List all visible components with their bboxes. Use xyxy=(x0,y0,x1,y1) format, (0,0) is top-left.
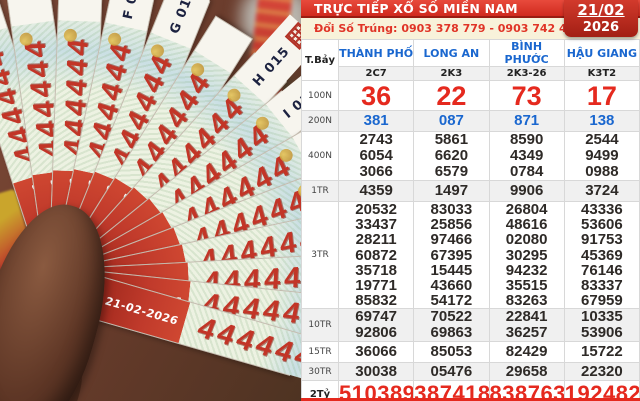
result-cell: 36066 xyxy=(337,341,415,364)
prize-label: 100N xyxy=(301,80,339,111)
result-cell: 82429 xyxy=(488,341,565,364)
prize-row-15TR: 15TR 36066 85053 82429 15722 xyxy=(301,341,640,364)
result-cell: 387418 xyxy=(413,380,490,401)
ticket-end xyxy=(58,0,105,22)
prize-label: 10TR xyxy=(301,308,339,343)
prize-row-3TR: 3TR 20532 33437 28211 60872 35718 19771 85832 83… xyxy=(301,200,640,310)
result-cell: 4359 xyxy=(337,180,415,202)
prize-label: 30TR xyxy=(301,362,339,382)
prize-label: 200N xyxy=(301,110,339,132)
column-header-thanh-pho: THÀNH PHỐ xyxy=(337,39,415,67)
result-cell: 73 xyxy=(488,80,565,111)
result-cell: 22 xyxy=(413,80,490,111)
prize-row-30TR: 30TR 30038 05476 29658 22320 xyxy=(301,362,640,382)
draw-date-day: 21/02 xyxy=(577,1,625,19)
result-cell: 05476 xyxy=(413,362,490,382)
result-cell: 192482 xyxy=(563,380,640,401)
result-cell: 138 xyxy=(563,110,640,132)
result-cell: 69747 92806 xyxy=(337,308,415,343)
prize-label: 3TR xyxy=(301,200,339,310)
lottery-tickets-photo: 21-02-202644444421-02-202644444421-02-20… xyxy=(0,0,301,401)
result-cell: 22841 36257 xyxy=(488,308,565,343)
page-title: TRỰC TIẾP XỔ SỐ MIỀN NAM xyxy=(314,0,518,16)
ticket-date-text: 21-02-2026 xyxy=(102,294,181,327)
result-cell: 381 xyxy=(337,110,415,132)
result-cell: 17 xyxy=(563,80,640,111)
result-cell: 087 xyxy=(413,110,490,132)
result-cell: 70522 69863 xyxy=(413,308,490,343)
result-cell: 3724 xyxy=(563,180,640,202)
result-cell: 22320 xyxy=(563,362,640,382)
result-cell: 2544 9499 0988 xyxy=(563,131,640,181)
draw-date-year: 2026 xyxy=(582,20,620,35)
result-cell: 510389 xyxy=(337,380,415,401)
hotline-label: Đổi Số Trúng: xyxy=(314,22,398,35)
prize-label: 1TR xyxy=(301,180,339,202)
day-label: T.Bảy xyxy=(301,39,339,81)
result-cell: 30038 xyxy=(337,362,415,382)
result-cell: 43336 53606 91753 45369 76146 83337 67959 xyxy=(563,200,640,310)
results-panel: TRỰC TIẾP XỔ SỐ MIỀN NAM 21/02 2026 Đổi … xyxy=(301,0,640,401)
result-cell: 2743 6054 3066 xyxy=(337,131,415,181)
result-cell: 1497 xyxy=(413,180,490,202)
draw-code: 2K3 xyxy=(413,66,490,81)
ticket-serial: H 015 xyxy=(249,43,293,90)
prize-row-10TR: 10TR 69747 92806 70522 69863 22841 36257 10335 5… xyxy=(301,308,640,343)
ticket-serial: F 015 xyxy=(120,0,144,21)
result-cell: 8590 4349 0784 xyxy=(488,131,565,181)
results-table-body: T.Bảy THÀNH PHỐ LONG AN BÌNH PHƯỚC HẬU G… xyxy=(301,39,640,401)
ticket-qr-code-icon xyxy=(284,22,301,51)
prize-row-400N: 400N 2743 6054 3066 5861 6620 6579 8590 4349 0784… xyxy=(301,131,640,181)
column-header-hau-giang: HẬU GIANG xyxy=(563,39,640,67)
ticket-serial: G 015 xyxy=(166,0,199,36)
result-cell: 838763 xyxy=(488,380,565,401)
draw-code: K3T2 xyxy=(563,66,640,81)
column-header-binh-phuoc: BÌNH PHƯỚC xyxy=(488,39,565,67)
column-header-long-an: LONG AN xyxy=(413,39,490,67)
prize-row-200N: 200N 381 087 871 138 xyxy=(301,110,640,132)
prize-label: 400N xyxy=(301,131,339,181)
ticket-serial: I 015 xyxy=(280,83,301,122)
result-cell: 5861 6620 6579 xyxy=(413,131,490,181)
result-cell: 10335 53906 xyxy=(563,308,640,343)
hotline-bar: Đổi Số Trúng: 0903 378 779 - 0903 742 45… xyxy=(301,18,640,39)
draw-date-badge: 21/02 2026 xyxy=(564,0,638,37)
result-cell: 36 xyxy=(337,80,415,111)
result-cell: 29658 xyxy=(488,362,565,382)
results-table: T.Bảy THÀNH PHỐ LONG AN BÌNH PHƯỚC HẬU G… xyxy=(301,39,640,401)
draw-code: 2K3-26 xyxy=(488,66,565,81)
result-cell: 26804 48616 02080 30295 94232 35515 83263 xyxy=(488,200,565,310)
result-cell: 15722 xyxy=(563,341,640,364)
draw-code-row: 2C7 2K3 2K3-26 K3T2 xyxy=(302,66,640,81)
result-cell: 9906 xyxy=(488,180,565,202)
result-cell: 85053 xyxy=(413,341,490,364)
prize-row-100N: 100N 36 22 73 17 xyxy=(301,80,640,111)
prize-row-1TR: 1TR 4359 1497 9906 3724 xyxy=(301,180,640,202)
province-header-row: T.Bảy THÀNH PHỐ LONG AN BÌNH PHƯỚC HẬU G… xyxy=(301,39,640,81)
result-cell: 20532 33437 28211 60872 35718 19771 85832 xyxy=(337,200,415,310)
prize-label: 15TR xyxy=(301,341,339,364)
title-banner: TRỰC TIẾP XỔ SỐ MIỀN NAM xyxy=(301,0,640,18)
prize-row-2Tỷ: 2Tỷ 510389 387418 838763 192482 xyxy=(301,380,640,401)
result-cell: 871 xyxy=(488,110,565,132)
result-cell: 83033 25856 97466 67395 15445 43660 54172 xyxy=(413,200,490,310)
hotline-numbers: 0903 378 779 - 0903 742 457 xyxy=(401,22,582,35)
prize-label: 2Tỷ xyxy=(301,380,339,401)
draw-code: 2C7 xyxy=(337,66,415,81)
